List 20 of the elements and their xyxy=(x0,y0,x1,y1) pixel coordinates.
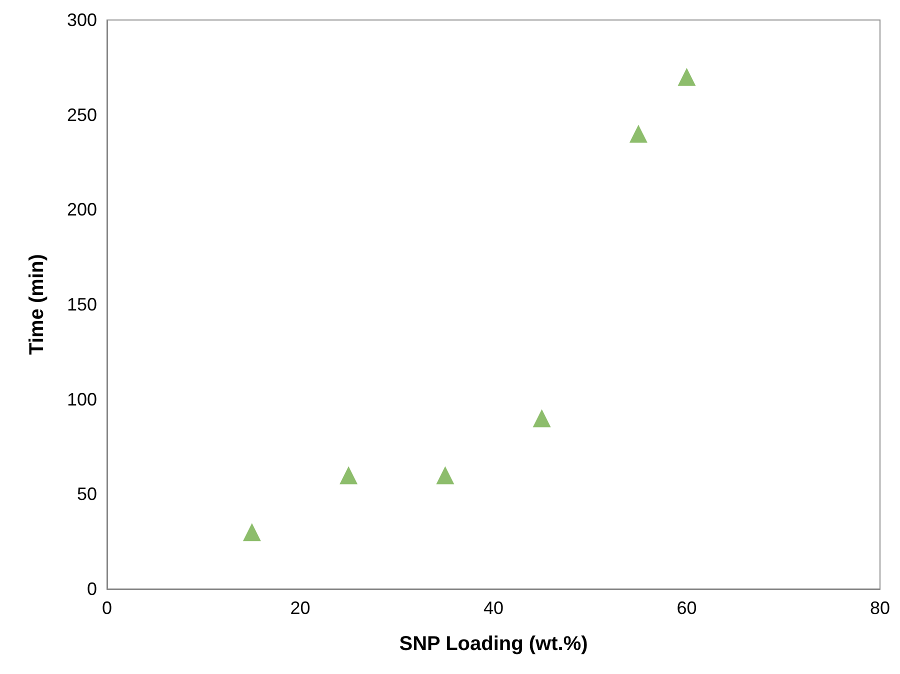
point xyxy=(629,124,648,143)
x-tick-label: 80 xyxy=(870,598,890,618)
point xyxy=(678,68,696,86)
x-tick-label: 20 xyxy=(290,598,310,618)
x-tick-label: 60 xyxy=(676,598,697,618)
y-tick-label: 50 xyxy=(76,484,97,504)
y-tick-label: 200 xyxy=(66,200,97,220)
y-axis-title: Time (min) xyxy=(26,254,48,355)
y-tick-label: 150 xyxy=(66,294,97,314)
y-tick-label: 100 xyxy=(66,389,97,410)
y-tick-label: 0 xyxy=(86,579,97,599)
x-axis-title: SNP Loading (wt.%) xyxy=(399,633,588,655)
point xyxy=(532,409,551,428)
y-tick-label: 300 xyxy=(66,10,97,30)
point xyxy=(340,466,358,484)
x-tick-label: 40 xyxy=(483,598,504,618)
y-tick-label: 250 xyxy=(66,104,97,125)
point xyxy=(242,523,261,542)
point xyxy=(436,466,454,484)
x-tick-label: 0 xyxy=(102,598,112,618)
